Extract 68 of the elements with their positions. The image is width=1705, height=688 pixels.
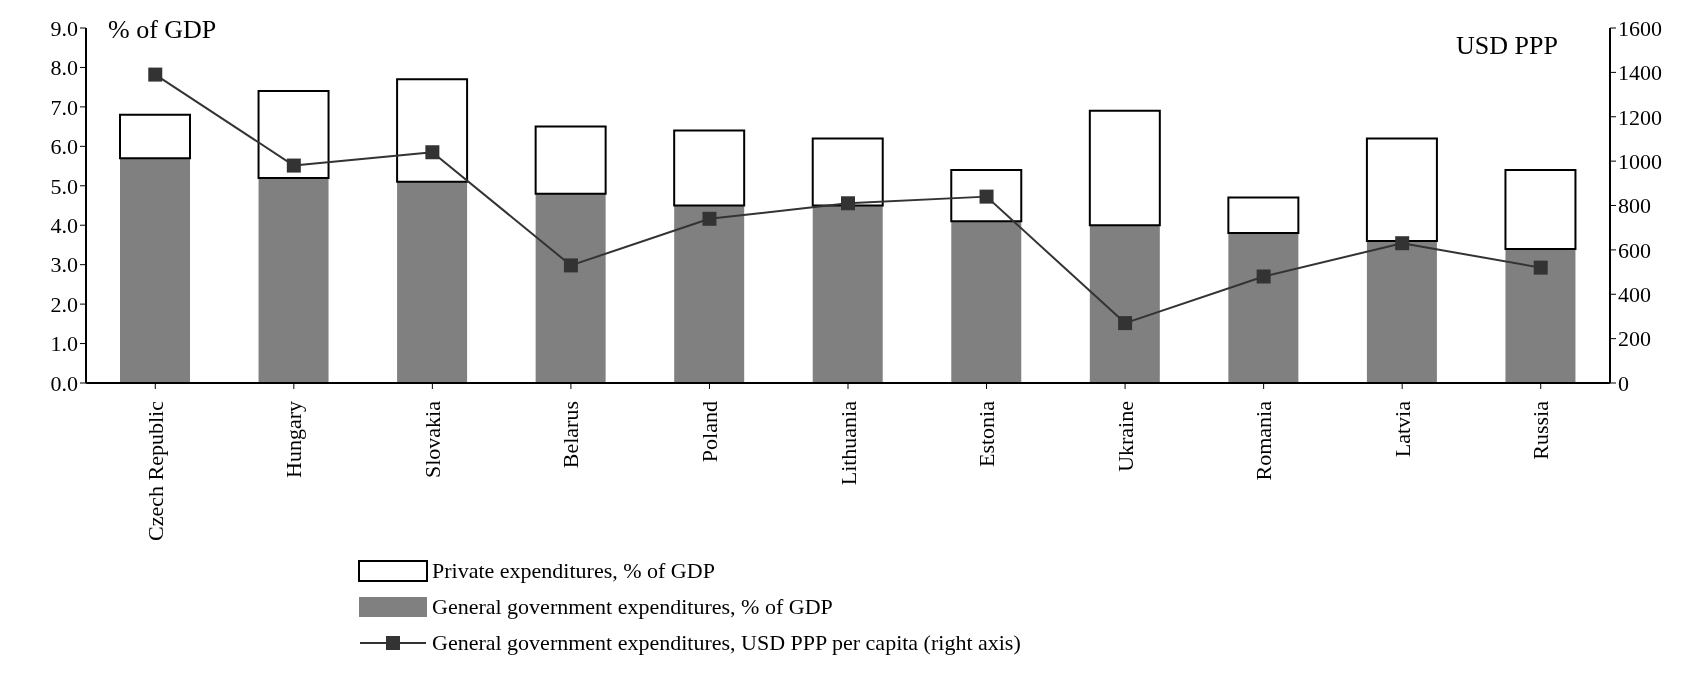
point [563, 258, 578, 273]
bar [1505, 248, 1576, 383]
x-tick-label: Lithuania [835, 400, 861, 486]
point [1395, 236, 1410, 251]
y2-tick-label: 600 [1618, 237, 1651, 263]
y2-tick-label: 0 [1618, 370, 1629, 396]
bar [1088, 109, 1161, 227]
x-tick-label: Estonia [974, 400, 1000, 467]
y-tick-label: 4.0 [50, 213, 78, 239]
y-axis-title: % of GDP [108, 15, 217, 45]
bar [674, 205, 745, 383]
x-tick-label: Romania [1251, 400, 1277, 481]
x-tick-label: Slovakia [419, 400, 445, 478]
bar [257, 90, 330, 179]
bar [951, 221, 1022, 383]
point [148, 67, 163, 82]
point [1533, 260, 1548, 275]
bar [535, 193, 606, 383]
y-tick-label: 9.0 [50, 15, 78, 41]
bar [1366, 241, 1437, 383]
point [979, 189, 994, 204]
y-tick-label: 7.0 [50, 94, 78, 120]
point [1256, 269, 1271, 284]
bar [1365, 137, 1438, 242]
y2-tick-label: 1000 [1618, 148, 1662, 174]
bar [258, 177, 329, 383]
y-tick-label: 6.0 [50, 134, 78, 160]
y-tick-label: 3.0 [50, 252, 78, 278]
y-tick-label: 0.0 [50, 370, 78, 396]
legend-label: General government expenditures, % of GDP [432, 594, 833, 620]
x-tick-label: Ukraine [1112, 401, 1138, 472]
y2-axis-title: USD PPP [1456, 31, 1558, 61]
y-tick-label: 1.0 [50, 331, 78, 357]
y2-tick-label: 1200 [1618, 104, 1662, 130]
bar [397, 181, 468, 383]
point [702, 211, 717, 226]
bar [950, 169, 1023, 223]
bar [1089, 225, 1160, 383]
legend-label: General government expenditures, USD PPP per capita (right axis) [432, 630, 1021, 656]
point [1118, 316, 1133, 331]
x-tick-label: Belarus [558, 401, 584, 469]
bar [396, 78, 469, 183]
bar [811, 137, 884, 207]
bar [673, 129, 746, 207]
y-tick-label: 8.0 [50, 55, 78, 81]
point [841, 196, 855, 211]
y2-tick-label: 400 [1618, 282, 1651, 308]
y-tick-label: 5.0 [50, 173, 78, 199]
legend-label: Private expenditures, % of GDP [432, 558, 715, 584]
point [286, 158, 301, 173]
x-tick-label: Russia [1528, 400, 1554, 460]
x-tick-label: Latvia [1389, 400, 1415, 458]
bar [1228, 233, 1299, 383]
y2-tick-label: 200 [1618, 326, 1651, 352]
point [425, 145, 440, 160]
bar [812, 205, 883, 383]
y2-tick-label: 800 [1618, 193, 1651, 219]
bar [534, 125, 607, 195]
bar [1227, 196, 1300, 235]
y2-tick-label: 1400 [1618, 60, 1662, 86]
bar [120, 158, 190, 383]
bar [1504, 169, 1577, 250]
x-tick-label: Poland [696, 401, 722, 463]
y-tick-label: 2.0 [50, 291, 78, 317]
y2-tick-label: 1600 [1618, 15, 1662, 41]
bar [119, 113, 191, 160]
x-tick-label: Hungary [281, 401, 307, 478]
x-tick-label: Czech Republic [142, 400, 168, 541]
